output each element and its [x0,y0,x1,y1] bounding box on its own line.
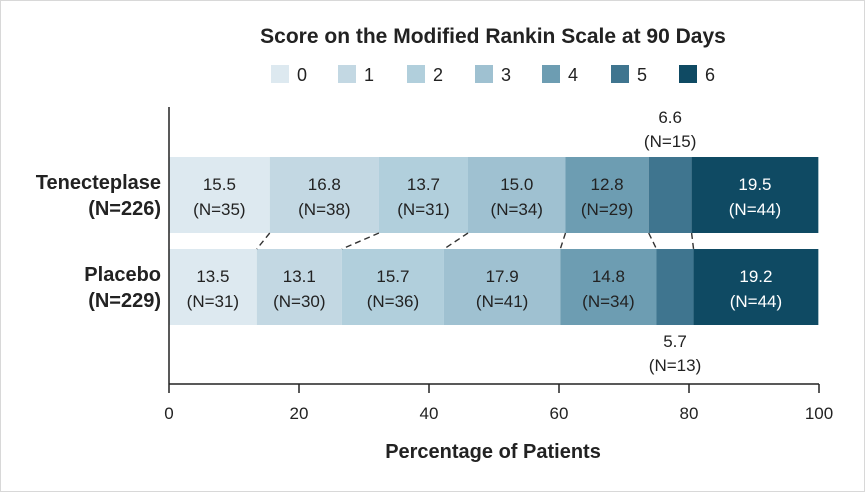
segment-count-label: (N=36) [367,292,419,311]
boundary-connector [341,232,380,250]
legend-swatch-2 [407,65,425,83]
bar-segment [468,157,566,233]
x-tick-label: 100 [805,404,833,423]
legend: 0 1 2 3 4 5 6 [271,65,715,85]
segment-value-label: 13.5 [196,267,229,286]
bar-segment [648,157,692,233]
bar-segment [378,157,468,233]
boundary-connector [559,232,567,250]
chart-title: Score on the Modified Rankin Scale at 90… [260,25,726,48]
group-label-name: Placebo [84,264,161,286]
legend-swatch-0 [271,65,289,83]
legend-label-5: 5 [637,65,647,85]
bar-segment [443,249,561,325]
bar-segment [565,157,649,233]
segment-value-label: 19.2 [739,267,772,286]
axes: 0 20 40 60 80 100 [164,107,833,423]
x-tick-label: 80 [680,404,699,423]
segment-count-label: (N=35) [193,200,245,219]
boundary-connector [690,232,695,250]
segment-count-label: (N=44) [730,292,782,311]
bar-segment [169,249,257,325]
segment-value-label: 5.7 [663,332,687,351]
legend-swatch-3 [475,65,493,83]
segment-value-label: 14.8 [592,267,625,286]
legend-swatch-6 [679,65,697,83]
segment-count-label: (N=41) [476,292,528,311]
segment-count-label: (N=38) [298,200,350,219]
bar-segment [693,249,819,325]
bar-segment [691,157,819,233]
bar-segment [656,249,694,325]
segment-value-label: 12.8 [591,175,624,194]
segment-value-label: 15.0 [500,175,533,194]
x-tick-label: 60 [550,404,569,423]
legend-swatch-4 [542,65,560,83]
segment-count-label: (N=34) [582,292,634,311]
x-tick-label: 40 [420,404,439,423]
segment-count-label: (N=15) [644,132,696,151]
x-axis-title: Percentage of Patients [385,441,601,463]
connectors [256,232,695,250]
legend-swatch-1 [338,65,356,83]
bar-segment [560,249,657,325]
callouts: 6.6 (N=15) 5.7 (N=13) [644,108,701,375]
legend-label-6: 6 [705,65,715,85]
bars: 15.5 (N=35) 16.8 (N=38) 13.7 (N=31) 15.0 (N=34)… [169,157,819,325]
segment-count-label: (N=31) [397,200,449,219]
segment-count-label: (N=34) [491,200,543,219]
x-tick-label: 0 [164,404,173,423]
bar-segment [169,157,270,233]
segment-value-label: 19.5 [738,175,771,194]
legend-swatch-5 [611,65,629,83]
boundary-connector [648,232,658,250]
group-label-name: Tenecteplase [36,172,161,194]
segment-count-label: (N=31) [187,292,239,311]
segment-count-label: (N=29) [581,200,633,219]
bar-segment [256,249,342,325]
segment-count-label: (N=30) [273,292,325,311]
group-labels: Tenecteplase (N=226) Placebo (N=229) [36,172,161,312]
legend-label-0: 0 [297,65,307,85]
segment-value-label: 15.5 [203,175,236,194]
legend-label-1: 1 [364,65,374,85]
segment-value-label: 13.1 [283,267,316,286]
group-label-n: (N=226) [88,198,161,220]
segment-count-label: (N=13) [649,356,701,375]
segment-value-label: 17.9 [486,267,519,286]
legend-label-3: 3 [501,65,511,85]
legend-label-2: 2 [433,65,443,85]
segment-value-label: 13.7 [407,175,440,194]
bar-segment [341,249,444,325]
segment-value-label: 16.8 [308,175,341,194]
segment-value-label: 15.7 [376,267,409,286]
x-tick-label: 20 [290,404,309,423]
segment-count-label: (N=44) [729,200,781,219]
boundary-connector [443,232,469,250]
boundary-connector [256,232,271,250]
legend-label-4: 4 [568,65,578,85]
segment-value-label: 6.6 [658,108,682,127]
group-label-n: (N=229) [88,290,161,312]
bar-segment [269,157,379,233]
